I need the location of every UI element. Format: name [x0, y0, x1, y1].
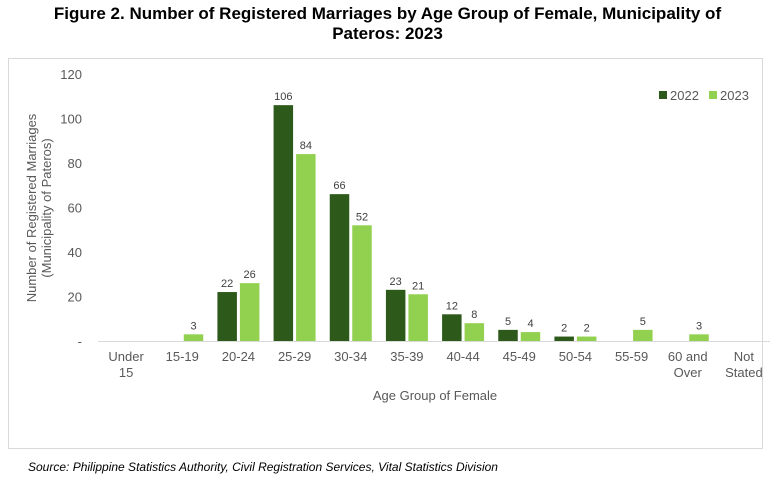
x-tick-label-line: 40-44 — [446, 349, 479, 364]
x-tick-label-line: 30-34 — [334, 349, 367, 364]
data-label-2023: 84 — [300, 140, 312, 152]
y-tick-label: 80 — [68, 156, 82, 171]
bar-2023 — [239, 283, 260, 341]
data-label-2022: 12 — [446, 300, 458, 312]
x-tick-label-line: Stated — [725, 365, 763, 380]
x-tick-label: Under 15 — [108, 349, 144, 380]
data-label-2023: 8 — [471, 309, 477, 321]
x-tick-label: 20-24 — [222, 349, 255, 364]
legend-swatch-2022 — [659, 91, 667, 99]
chart-title: Figure 2. Number of Registered Marriages… — [0, 4, 775, 44]
x-tick-label: 40-44 — [446, 349, 479, 364]
x-tick-label: 55-59 — [615, 349, 648, 364]
x-tick-label-line: Under — [108, 349, 144, 364]
x-tick-label: 50-54 — [559, 349, 592, 364]
x-tick-label: 35-39 — [390, 349, 423, 364]
data-label-2022: 106 — [274, 91, 292, 103]
bar-2022 — [217, 292, 237, 341]
data-label-2023: 4 — [527, 318, 533, 330]
x-tick-label-line: 60 and — [668, 349, 708, 364]
data-label-2023: 26 — [244, 269, 256, 281]
data-label-2023: 52 — [356, 211, 368, 223]
data-label-2022: 66 — [333, 180, 345, 192]
bar-2023 — [576, 336, 597, 341]
bar-2022 — [554, 336, 574, 341]
data-label-2023: 3 — [696, 320, 702, 332]
bar-2022 — [442, 314, 462, 341]
data-label-2023: 2 — [584, 323, 590, 335]
bar-2023 — [408, 294, 428, 341]
y-tick-label: 40 — [68, 245, 82, 260]
x-tick-label-line: 35-39 — [390, 349, 423, 364]
data-label-2023: 21 — [412, 280, 424, 292]
bar-2022 — [385, 289, 406, 341]
bar-2022 — [498, 329, 518, 341]
chart-title-line-2: Pateros: 2023 — [332, 24, 443, 43]
x-tick-label-line: 15 — [119, 365, 133, 380]
y-axis-title-line: (Municipality of Pateros) — [39, 138, 54, 277]
y-tick-label: 60 — [68, 201, 82, 216]
y-tick-label: 120 — [60, 67, 82, 82]
bar-2022 — [329, 194, 350, 341]
data-label-2022: 22 — [221, 278, 233, 290]
source-note: Source: Philippine Statistics Authority,… — [28, 460, 498, 474]
x-tick-label: 30-34 — [334, 349, 367, 364]
data-label-2023: 3 — [190, 320, 196, 332]
x-tick-label-line: 55-59 — [615, 349, 648, 364]
x-tick-label-line: Not — [734, 349, 755, 364]
bar-2023 — [689, 334, 709, 341]
bar-2022 — [273, 105, 294, 342]
x-tick-label: 60 and Over — [668, 349, 708, 380]
x-tick-label: Not Stated — [725, 349, 763, 380]
x-tick-label-line: 45-49 — [503, 349, 536, 364]
bar-2023 — [464, 323, 485, 341]
y-tick-label: - — [78, 334, 82, 349]
x-axis-title: Age Group of Female — [373, 388, 497, 403]
x-tick-label-line: 25-29 — [278, 349, 311, 364]
y-tick-label: 100 — [60, 112, 82, 127]
bar-chart: - 20 40 60 80 100 120 Number of Registered Marr… — [24, 67, 770, 403]
bar-2023 — [352, 225, 372, 341]
legend-swatch-2023 — [709, 91, 717, 99]
bar-2023 — [633, 329, 653, 341]
data-label-2022: 2 — [561, 323, 567, 335]
x-tick-label-line: 15-19 — [166, 349, 199, 364]
bar-2023 — [296, 154, 316, 341]
y-tick-label: 20 — [68, 290, 82, 305]
data-label-2022: 23 — [390, 276, 402, 288]
y-axis-title-line: Number of Registered Marriages — [24, 113, 39, 302]
bar-2023 — [183, 334, 204, 341]
chart-frame — [8, 58, 763, 449]
x-tick-label-line: 50-54 — [559, 349, 592, 364]
y-axis-title: Number of Registered Marriages(Municipal… — [24, 113, 54, 302]
x-tick-label-line: Over — [674, 365, 703, 380]
x-tick-label: 45-49 — [503, 349, 536, 364]
chart-title-line-1: Figure 2. Number of Registered Marriages… — [53, 4, 722, 23]
legend-label-2022: 2022 — [670, 88, 699, 103]
x-tick-label: 25-29 — [278, 349, 311, 364]
legend-label-2023: 2023 — [720, 88, 749, 103]
x-tick-label: 15-19 — [166, 349, 199, 364]
data-label-2023: 5 — [640, 316, 646, 328]
bar-2023 — [520, 332, 541, 341]
x-tick-label-line: 20-24 — [222, 349, 255, 364]
data-label-2022: 5 — [505, 316, 511, 328]
